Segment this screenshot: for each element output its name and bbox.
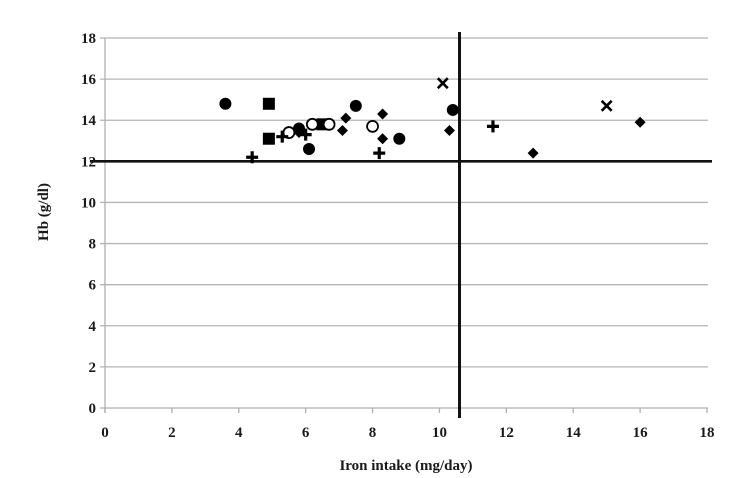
- x-tick-label: 10: [432, 425, 447, 441]
- filled-circle-marker: [446, 103, 459, 116]
- x-tick-label: 0: [101, 425, 109, 441]
- diamond-marker: [377, 133, 389, 145]
- diamond-marker: [634, 116, 646, 128]
- x-tick-label: 4: [235, 425, 243, 441]
- y-tick-label: 16: [81, 72, 97, 88]
- x-marker: [436, 77, 449, 90]
- diamond-marker: [340, 112, 352, 124]
- filled-circle-marker: [393, 132, 406, 145]
- y-tick-label: 0: [89, 401, 97, 417]
- diamond-marker: [336, 125, 348, 136]
- filled-circle-marker: [219, 97, 232, 110]
- x-tick-label: 18: [700, 425, 715, 441]
- y-tick-label: 6: [89, 278, 97, 294]
- diamond-marker: [443, 125, 455, 136]
- y-tick-label: 4: [89, 319, 97, 335]
- y-axis-title: Hb (g/dl): [36, 183, 52, 241]
- square-marker: [262, 132, 275, 145]
- filled-circle-marker: [303, 143, 316, 155]
- open-circle-marker: [366, 119, 379, 133]
- x-tick-label: 14: [566, 425, 582, 441]
- plus-marker: [373, 147, 386, 160]
- axes: [100, 38, 708, 413]
- diamond-marker: [377, 108, 389, 120]
- y-tick-label: 12: [81, 154, 96, 170]
- plus-marker: [276, 130, 289, 143]
- plus-marker: [246, 151, 259, 164]
- reference-lines: [90, 32, 712, 418]
- y-tick-label: 14: [81, 113, 97, 129]
- y-tick-label: 18: [81, 31, 96, 47]
- x-tick-label: 6: [302, 425, 310, 441]
- y-tick-labels: 0 2 4 6 8 10 12 14 16 18: [81, 31, 97, 417]
- x-tick-label: 8: [369, 425, 377, 441]
- filled-circle-marker: [349, 99, 362, 112]
- x-tick-label: 2: [168, 425, 176, 441]
- y-tick-label: 2: [89, 360, 97, 376]
- square-marker: [262, 97, 275, 110]
- diamond-marker: [527, 147, 539, 159]
- x-tick-label: 16: [633, 425, 649, 441]
- open-circle-marker: [305, 117, 319, 131]
- plus-marker: [486, 120, 499, 133]
- x-axis-title: Iron intake (mg/day): [339, 458, 472, 474]
- x-marker: [600, 99, 613, 112]
- open-circle-marker: [322, 117, 336, 131]
- gridlines: [100, 37, 708, 368]
- data-points: [219, 77, 646, 164]
- y-tick-label: 8: [89, 237, 97, 253]
- diamond-marker: [293, 127, 305, 139]
- x-tick-labels: 0 2 4 6 8 10 12 14 16 18: [101, 425, 714, 441]
- x-tick-label: 12: [499, 425, 514, 441]
- y-tick-label: 10: [81, 195, 96, 211]
